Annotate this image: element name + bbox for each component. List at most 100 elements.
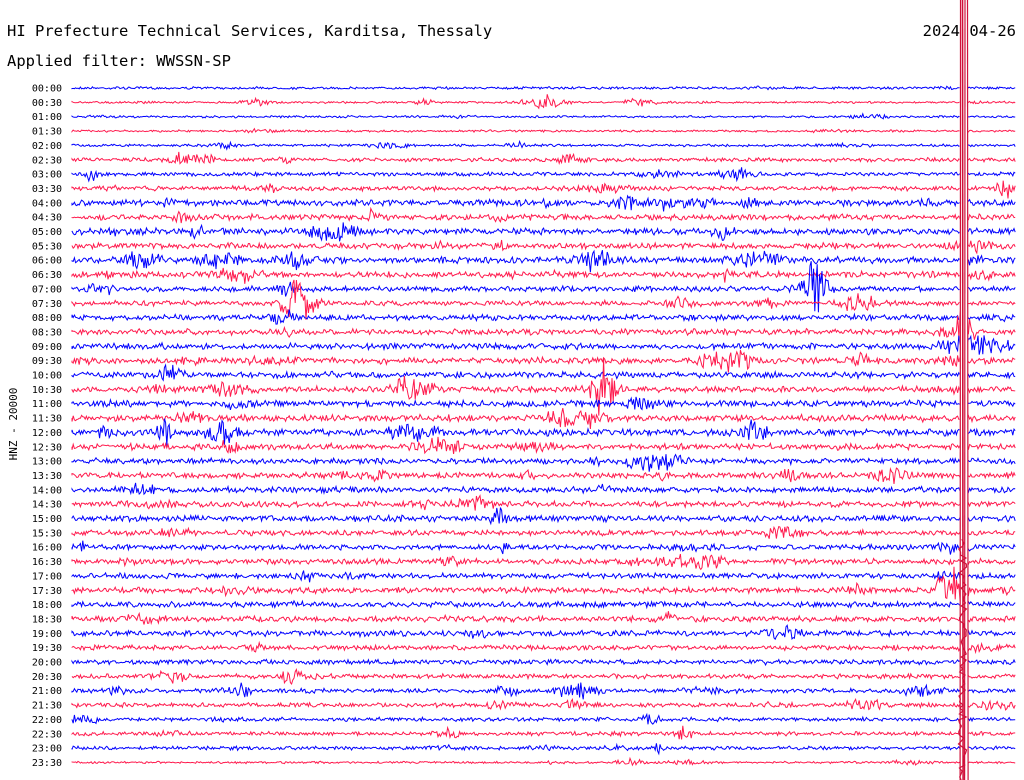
filter-label: Applied filter: WWSSN-SP	[7, 52, 231, 70]
trace-line	[71, 507, 1016, 526]
station-title: HI Prefecture Technical Services, Kardit…	[7, 22, 492, 40]
trace-line	[71, 742, 1016, 756]
event-wiggle	[957, 539, 968, 780]
date-label: 2024-04-26	[923, 22, 1016, 40]
trace-line	[71, 363, 1016, 382]
trace-line	[71, 261, 1016, 313]
row-time-label: 18:00	[32, 600, 62, 611]
row-time-label: 02:00	[32, 141, 62, 152]
trace-line	[71, 85, 1016, 91]
row-time-label: 08:00	[32, 313, 62, 324]
row-time-label: 07:30	[32, 299, 62, 310]
row-time-label: 12:30	[32, 442, 62, 453]
row-time-label: 22:30	[32, 729, 62, 740]
trace-line	[71, 396, 1016, 411]
row-time-label: 01:00	[32, 112, 62, 123]
trace-line	[71, 756, 1016, 767]
trace-line	[71, 640, 1016, 655]
row-time-label: 08:30	[32, 327, 62, 338]
trace-line	[71, 94, 1016, 110]
trace-line	[71, 466, 1016, 484]
row-time-label: 16:00	[32, 543, 62, 554]
row-time-label: 13:00	[32, 457, 62, 468]
trace-line	[71, 566, 1016, 602]
row-time-label: 11:00	[32, 399, 62, 410]
trace-line	[71, 482, 1016, 496]
trace-rows: 00:00 00:30 01:00 01:30 02:00 02:30 03:00 03:30…	[32, 84, 1016, 769]
trace-line	[71, 407, 1016, 430]
trace-line	[71, 682, 1016, 700]
trace-line	[71, 267, 1016, 284]
row-time-label: 14:00	[32, 485, 62, 496]
row-time-label: 06:30	[32, 270, 62, 281]
trace-line	[71, 624, 1016, 641]
event-trace	[961, 0, 964, 780]
trace-line	[71, 418, 1016, 446]
row-time-label: 22:00	[32, 715, 62, 726]
trace-line	[71, 139, 1016, 151]
trace-line	[71, 658, 1016, 667]
trace-line	[71, 453, 1016, 472]
trace-line	[71, 167, 1016, 183]
row-time-label: 09:00	[32, 342, 62, 353]
row-time-label: 23:30	[32, 758, 62, 769]
row-time-label: 01:30	[32, 127, 62, 138]
trace-line	[71, 127, 1016, 134]
trace-line	[71, 358, 1016, 416]
trace-line	[71, 279, 1016, 320]
row-time-label: 13:30	[32, 471, 62, 482]
row-time-label: 03:00	[32, 170, 62, 181]
row-time-label: 05:30	[32, 241, 62, 252]
trace-line	[71, 697, 1016, 711]
trace-line	[71, 194, 1016, 212]
row-time-label: 17:00	[32, 571, 62, 582]
row-time-label: 18:30	[32, 614, 62, 625]
trace-line	[71, 306, 1016, 340]
trace-line	[71, 180, 1016, 199]
row-time-label: 20:00	[32, 658, 62, 669]
row-time-label: 16:30	[32, 557, 62, 568]
row-time-label: 15:00	[32, 514, 62, 525]
row-time-label: 03:30	[32, 184, 62, 195]
row-time-label: 00:00	[32, 84, 62, 95]
y-axis-label: HNZ - 20000	[7, 388, 20, 461]
row-time-label: 09:30	[32, 356, 62, 367]
trace-line	[71, 611, 1016, 626]
trace-line	[71, 599, 1016, 610]
row-time-label: 15:30	[32, 528, 62, 539]
row-time-label: 10:30	[32, 385, 62, 396]
row-time-label: 10:00	[32, 371, 62, 382]
trace-line	[71, 350, 1016, 373]
row-time-label: 19:30	[32, 643, 62, 654]
trace-line	[71, 112, 1016, 120]
row-time-label: 04:30	[32, 213, 62, 224]
trace-line	[71, 553, 1016, 571]
row-time-label: 06:00	[32, 256, 62, 267]
row-time-label: 20:30	[32, 672, 62, 683]
event-marker	[957, 0, 969, 780]
trace-line	[71, 712, 1016, 725]
row-time-label: 12:00	[32, 428, 62, 439]
row-time-label: 07:00	[32, 284, 62, 295]
row-time-label: 04:00	[32, 198, 62, 209]
row-time-label: 21:30	[32, 701, 62, 712]
trace-line	[71, 309, 1016, 325]
row-time-label: 02:30	[32, 155, 62, 166]
trace-line	[71, 239, 1016, 255]
trace-line	[71, 334, 1016, 355]
row-time-label: 11:30	[32, 414, 62, 425]
row-time-label: 00:30	[32, 98, 62, 109]
row-time-label: 17:30	[32, 586, 62, 597]
row-time-label: 19:00	[32, 629, 62, 640]
trace-line	[71, 570, 1016, 583]
trace-line	[71, 540, 1016, 555]
trace-line	[71, 668, 1016, 686]
trace-line	[71, 494, 1016, 511]
row-time-label: 05:00	[32, 227, 62, 238]
trace-line	[71, 249, 1016, 273]
trace-line	[71, 151, 1016, 166]
trace-line	[71, 525, 1016, 539]
event-trace	[966, 0, 969, 780]
trace-line	[71, 725, 1016, 740]
